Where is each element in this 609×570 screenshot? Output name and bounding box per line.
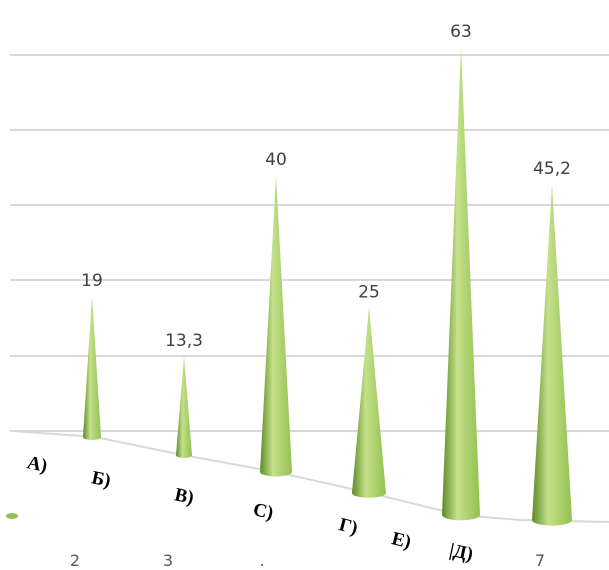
data-label-2: 19 [81, 271, 103, 291]
cone-6 [442, 47, 480, 521]
cone-2 [83, 295, 101, 440]
data-label-7: 45,2 [533, 159, 571, 179]
cone-4 [260, 174, 292, 477]
data-label-3: 13,3 [165, 331, 203, 351]
category-label-1: А) [25, 452, 49, 477]
data-label-4: 40 [265, 150, 287, 170]
cone-3 [176, 356, 192, 458]
x-tick-label-2: 3 [163, 551, 173, 570]
x-tick-label-1: 2 [70, 551, 80, 570]
x-tick-label-4: 7 [535, 551, 545, 570]
category-label-4: С) [251, 499, 275, 524]
category-label-5: Г) [337, 514, 360, 539]
category-label-6: Е) [390, 528, 414, 553]
data-label-5: 25 [358, 282, 380, 302]
cone-7 [532, 184, 572, 526]
category-label-3: В) [173, 484, 196, 508]
floor-line [11, 430, 609, 523]
data-label-6: 63 [450, 22, 472, 42]
category-label-2: Б) [90, 467, 113, 491]
cone-1 [6, 513, 18, 519]
cone-5 [352, 307, 386, 498]
x-tick-label-3: . [259, 551, 264, 570]
category-label-7: |Д) [447, 540, 474, 565]
